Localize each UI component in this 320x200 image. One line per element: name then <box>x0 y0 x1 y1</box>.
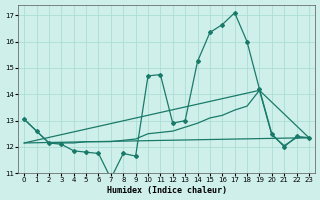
X-axis label: Humidex (Indice chaleur): Humidex (Indice chaleur) <box>107 186 227 195</box>
